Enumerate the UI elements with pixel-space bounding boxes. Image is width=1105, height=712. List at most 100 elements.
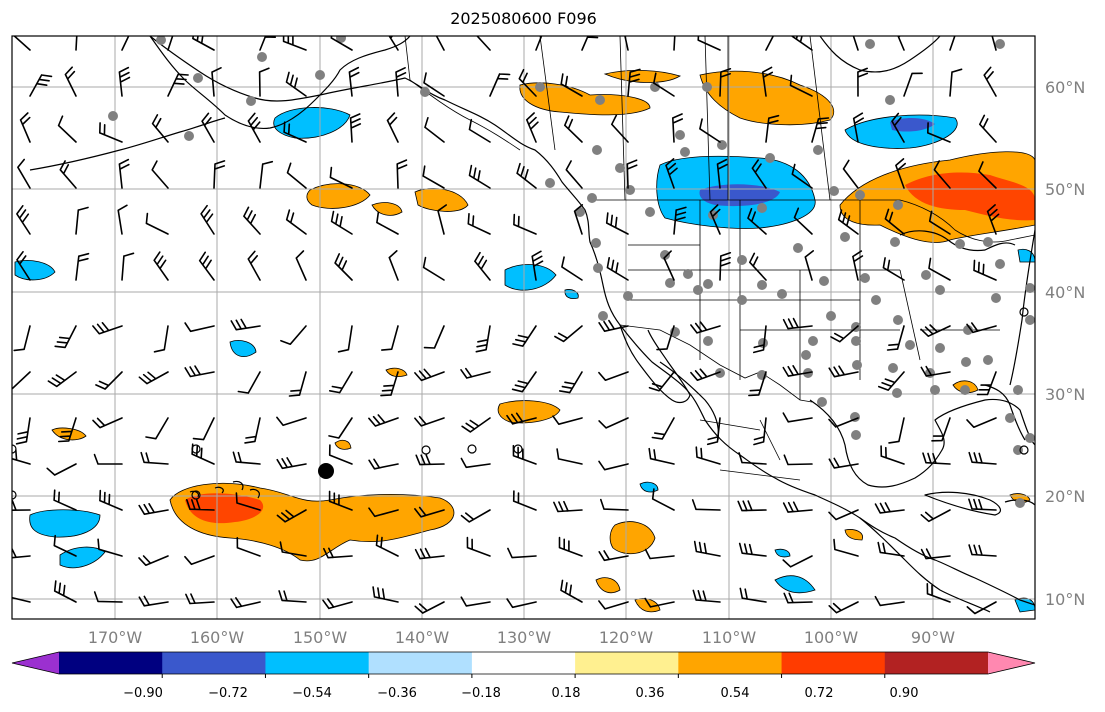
wind-barb [349,113,362,143]
colorbar-segment [678,652,783,674]
wind-barb [842,159,859,189]
wind-barb [16,205,31,235]
warm-anomaly-area [385,367,408,377]
wind-barb [375,534,399,557]
wind-barb [933,160,951,189]
wind-barb [283,121,307,143]
map-frame [11,35,1036,620]
wind-barb [99,122,123,143]
wind-barb [512,490,537,511]
wind-barb [329,166,353,189]
wind-barb [75,36,78,51]
wind-barb [12,595,31,603]
wind-barb [92,417,123,429]
warm-anomaly-area [334,439,352,450]
wind-barb [330,210,353,235]
lon-label-130w: 130°W [497,628,552,647]
colorbar-outline [11,651,1036,675]
wind-barb [230,597,261,609]
wind-barb [926,583,951,603]
longitude-labels: 170°W 160°W 150°W 140°W 130°W 120°W 110°… [88,628,955,647]
wind-barb [561,256,583,281]
wind-barb [184,322,215,333]
wind-barb [554,325,583,343]
wind-barb [648,447,675,465]
wind-barb [828,365,859,378]
wind-barb [140,451,169,465]
wind-barb [552,415,583,425]
map-plot-area[interactable] [2,21,1035,619]
wind-barb [560,579,583,603]
warm-anomaly-area [595,577,621,594]
wind-barb [286,162,307,189]
wind-barb [435,36,445,51]
wind-barb [414,601,445,614]
wind-barb [423,325,445,349]
shaded-field-layer [14,69,1035,613]
wind-barb [765,36,775,51]
wind-barb [531,250,544,281]
wind-barb [288,371,307,397]
wind-barb [690,368,721,381]
wind-barb [467,213,491,235]
colorbar-tick-label: 0.54 [721,686,750,701]
wind-barb [976,371,997,396]
us-canada-border [590,199,1035,243]
wind-barb [423,72,445,97]
wind-barb [709,204,721,235]
lat-label-50n: 50°N [1045,180,1085,199]
wind-barb [58,417,77,443]
colorbar-tick-label: 0.36 [636,686,665,701]
wind-barb [920,324,951,337]
wind-barb [381,325,399,351]
wind-barb [518,68,537,97]
wind-barb [232,451,261,465]
colorbar-tick-label: −0.72 [208,686,248,701]
wind-barb [598,319,629,332]
wind-barb [278,590,307,603]
wind-barb [12,449,31,465]
wind-barb [12,371,31,390]
wind-barb [782,317,813,330]
cold-anomaly-area [29,509,101,538]
wind-barb [121,252,135,281]
wind-barb [198,251,215,281]
wind-barb [93,591,123,603]
wind-barb [75,206,89,235]
wind-barb [506,598,537,609]
hawaii-islands [189,480,260,499]
lon-label-170w: 170°W [88,628,143,647]
wind-barb [235,492,261,511]
station-markers [108,36,1035,508]
wind-barb [337,325,353,353]
wind-barb [753,325,767,354]
wind-barb [598,460,629,471]
latitude-labels: 60°N 50°N 40°N 30°N 20°N 10°N [1045,78,1085,609]
wind-barb [852,36,859,51]
wind-barb [13,36,31,51]
lat-label-60n: 60°N [1045,78,1085,97]
wind-barb [882,257,905,281]
cold-anomaly-area [504,264,557,291]
lon-label-90w: 90°W [911,628,955,647]
wind-barb [837,209,859,235]
lon-label-150w: 150°W [293,628,348,647]
wind-barb [949,68,963,97]
wind-barb [828,601,859,614]
wind-barb [475,325,491,353]
wind-barb [12,547,31,559]
wind-barb [460,367,491,379]
wind-barb [558,536,583,557]
wind-barb [968,451,997,465]
wind-barb [653,72,675,97]
wind-barb [437,204,447,235]
colorbar-tick-labels: −0.90 −0.72 −0.54 −0.36 −0.18 0.18 0.36 … [123,686,918,701]
wind-barb [690,321,721,334]
wind-barb [673,206,687,235]
wind-barb [186,499,215,511]
wind-barb [897,36,905,51]
wind-barb [422,165,445,189]
graticule [12,36,1035,619]
wind-barb [424,117,445,143]
wind-barb [895,158,906,189]
